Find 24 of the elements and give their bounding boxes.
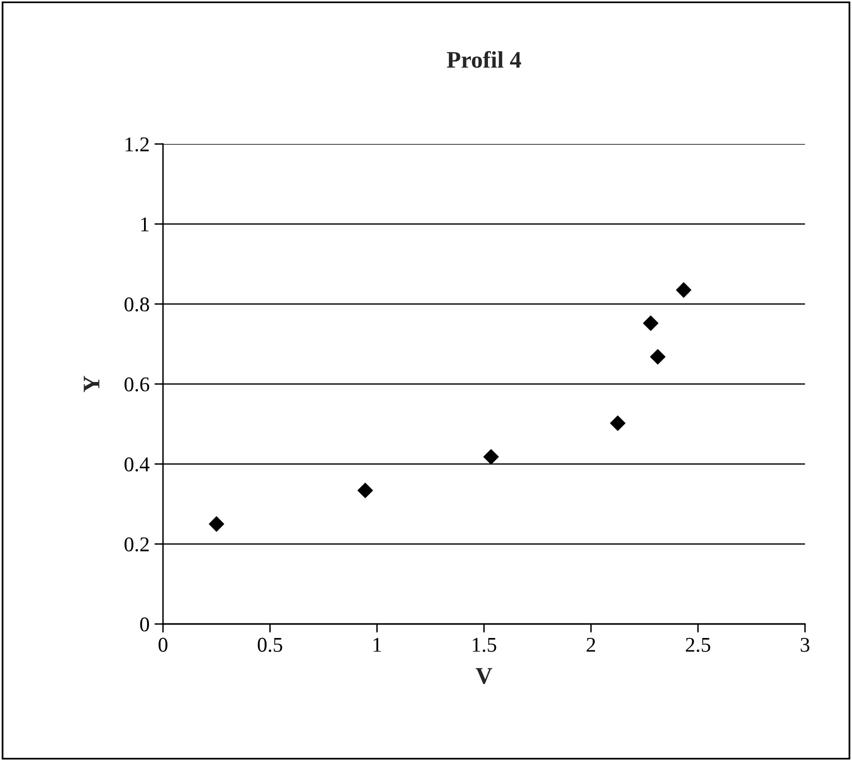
x-tick-label: 2 <box>586 638 596 652</box>
y-tick-label: 1.2 <box>126 137 149 152</box>
y-axis-title: Y <box>84 376 100 392</box>
y-tick-label: 1 <box>141 217 149 232</box>
y-tick-label: 0 <box>140 617 150 632</box>
point <box>483 449 499 464</box>
x-tick-label: 1 <box>374 638 381 652</box>
x-tick-label: 1.5 <box>472 638 496 652</box>
point <box>676 282 692 298</box>
x-tick-label: 3 <box>800 638 810 652</box>
y-tick-label: 0.2 <box>124 537 149 552</box>
x-tick-label: 2.5 <box>686 638 710 652</box>
point <box>358 482 373 498</box>
point <box>208 516 224 532</box>
point <box>610 416 626 431</box>
y-tick-label: 0.8 <box>124 297 150 312</box>
y-tick-label: 0.6 <box>124 377 150 392</box>
y-tick-label: 0.4 <box>124 457 150 472</box>
point <box>643 316 658 331</box>
point <box>650 349 666 364</box>
chart-title: Profil 4 <box>446 50 522 68</box>
x-tick-label: 0 <box>158 638 168 652</box>
x-axis-title: V <box>476 668 492 684</box>
x-tick-label: 0.5 <box>258 638 282 652</box>
